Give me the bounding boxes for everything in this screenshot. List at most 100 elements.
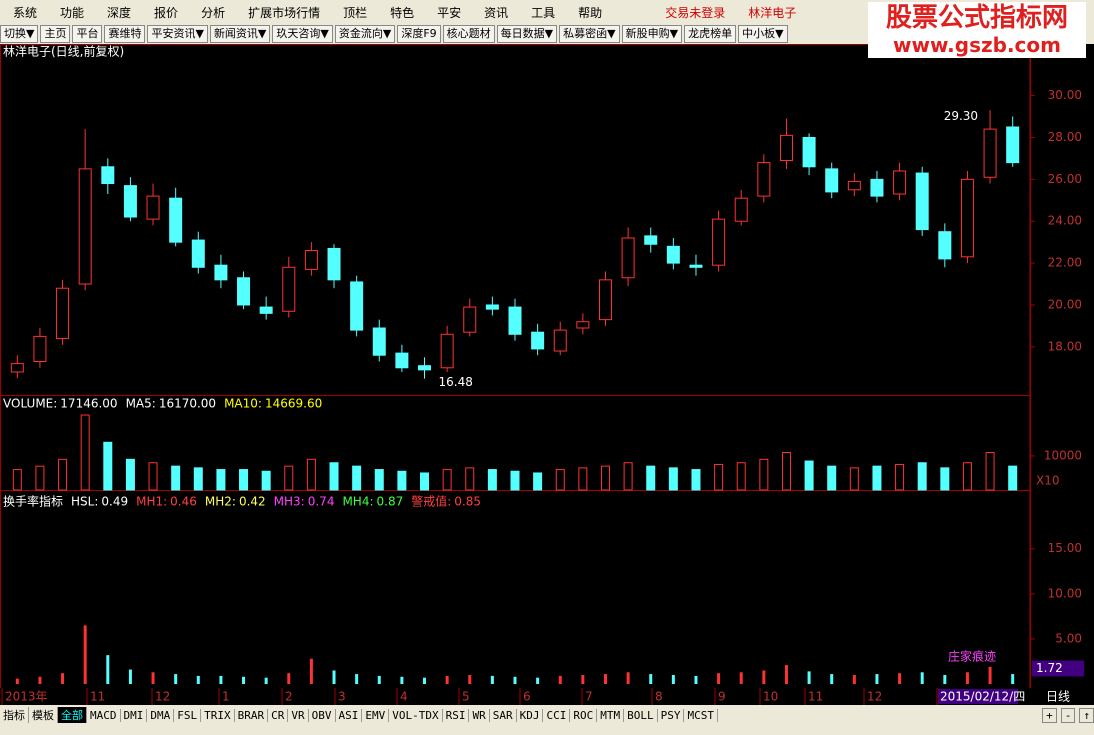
toolbar-button[interactable]: 龙虎榜单 (684, 25, 737, 43)
menu-item[interactable]: 功能 (60, 5, 85, 20)
candle-body (350, 281, 364, 331)
toolbar-button[interactable]: 深度F9 (397, 25, 441, 43)
tab[interactable]: OBV (309, 708, 336, 722)
candle-body (870, 178, 884, 197)
candle-body (712, 218, 726, 266)
date-label: 2013年 (5, 690, 48, 704)
tab[interactable]: EMV (362, 708, 390, 722)
tab[interactable]: TRIX (201, 708, 235, 722)
candle-body (169, 197, 183, 243)
tab[interactable]: WR (469, 708, 490, 722)
candle-body (757, 162, 771, 197)
control-button[interactable]: ↑ (1079, 707, 1094, 723)
menu-item[interactable]: 扩展市场行情 (248, 5, 321, 20)
tab[interactable]: 指标 (0, 707, 29, 723)
volume-bar (397, 470, 407, 491)
legend-name: HSL: (71, 495, 98, 509)
menu-item[interactable]: 系统 (13, 5, 38, 20)
candle-body (395, 352, 409, 369)
tab[interactable]: 全部 (58, 707, 87, 723)
y-tick-label: 10000 (1044, 448, 1082, 462)
status-text: 林洋电子 (748, 5, 797, 20)
tab[interactable]: ROC (570, 708, 598, 722)
toolbar-button[interactable]: 中小板▼ (738, 25, 788, 43)
tab[interactable]: DMI (121, 708, 148, 722)
tab[interactable]: MACD (87, 708, 121, 722)
toolbar-button[interactable]: 平台 (72, 25, 103, 43)
volume-bar (714, 463, 724, 491)
candle-body (847, 180, 861, 191)
legend-value: 0.74 (308, 495, 335, 509)
tab[interactable]: MTM (597, 708, 625, 722)
toolbar-button[interactable]: 赛维特 (104, 25, 146, 43)
toolbar-button[interactable]: 每日数据▼ (496, 25, 558, 43)
volume-bar (420, 472, 430, 491)
menu-item[interactable]: 平安 (437, 5, 462, 20)
tab[interactable]: DMA (147, 708, 175, 722)
volume-unit: X10 (1036, 474, 1060, 488)
menu-item[interactable]: 工具 (531, 5, 556, 20)
tab[interactable]: BOLL (624, 708, 658, 722)
volume-bar (962, 462, 972, 491)
volume-bar (668, 467, 678, 491)
candle-body (644, 235, 658, 245)
candle-body (214, 264, 228, 281)
tab[interactable]: PSY (658, 708, 685, 722)
control-button[interactable]: - (1060, 707, 1076, 723)
toolbar-button[interactable]: 私募密函▼ (559, 25, 620, 43)
volume-bar (80, 414, 90, 491)
tab[interactable]: SAR (490, 708, 517, 722)
current-value: 1.72 (1036, 661, 1063, 675)
menu-item[interactable]: 特色 (390, 5, 415, 20)
volume-bar (374, 469, 384, 491)
menu-item[interactable]: 报价 (154, 5, 179, 20)
toolbar-button[interactable]: 切换▼ (0, 25, 39, 43)
tab[interactable]: FSL (174, 708, 202, 722)
menu-item[interactable]: 深度 (107, 5, 132, 20)
legend-name: VOLUME: (3, 397, 57, 411)
y-tick-label: 15.00 (1048, 541, 1082, 555)
volume-bar (216, 469, 226, 491)
date-label: 7 (585, 690, 593, 704)
y-tick-label: 30.00 (1048, 88, 1082, 102)
menu-item[interactable]: 分析 (201, 5, 226, 20)
volume-bar (600, 465, 610, 491)
toolbar-button[interactable]: 平安资讯▼ (147, 25, 208, 43)
menu-item[interactable]: 帮助 (578, 5, 603, 20)
candle-body (485, 304, 499, 310)
control-button[interactable]: + (1042, 707, 1057, 723)
toolbar-button[interactable]: 核心题材 (442, 25, 495, 43)
min-label: 16.48 (439, 375, 473, 389)
tab[interactable]: VOL-TDX (389, 708, 443, 722)
tab[interactable]: 模板 (29, 707, 58, 723)
candle-body (282, 266, 296, 312)
tab[interactable]: VR (288, 708, 309, 722)
period-label: 日线 (1046, 690, 1070, 704)
date-label: 10 (763, 690, 778, 704)
toolbar-button[interactable]: 主页 (40, 25, 71, 43)
tab[interactable]: KDJ (517, 708, 544, 722)
tab[interactable]: CCI (543, 708, 571, 722)
toolbar-button[interactable]: 新股申购▼ (621, 25, 683, 43)
menu-item[interactable]: 资讯 (484, 5, 509, 20)
tab[interactable]: ASI (336, 708, 363, 722)
candle-body (508, 306, 522, 335)
tab[interactable]: MCST (684, 708, 718, 722)
date-label: 1 (222, 690, 230, 704)
toolbar-button[interactable]: 玖天咨询▼ (272, 25, 333, 43)
menu-item[interactable]: 顶栏 (343, 5, 368, 20)
candle-body (78, 168, 92, 285)
y-tick-label: 22.00 (1048, 256, 1082, 270)
volume-bar (239, 469, 249, 491)
legend-value: 0.87 (377, 495, 404, 509)
toolbar-button[interactable]: 新闻资讯▼ (209, 25, 271, 43)
candle-body (418, 365, 432, 371)
volume-bar (35, 465, 45, 491)
volume-bar (103, 441, 113, 491)
date-label: 5 (462, 690, 470, 704)
toolbar-button[interactable]: 资金流向▼ (334, 25, 396, 43)
tab[interactable]: BRAR (235, 708, 269, 722)
tab[interactable]: RSI (443, 708, 470, 722)
date-label: 11 (90, 690, 105, 704)
tab[interactable]: CR (268, 708, 289, 722)
